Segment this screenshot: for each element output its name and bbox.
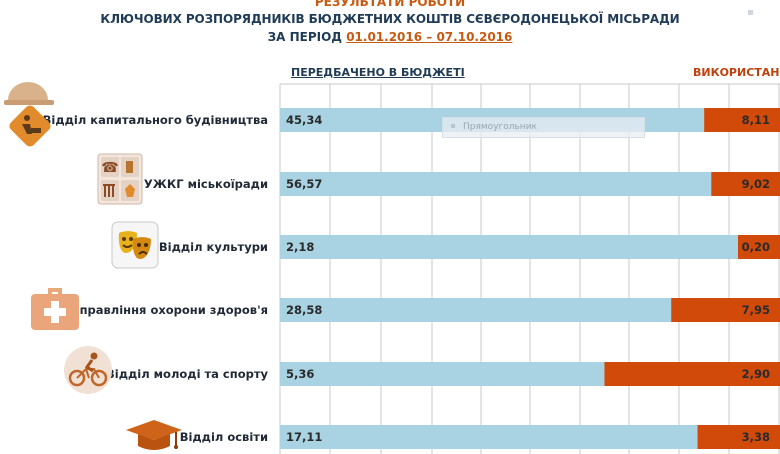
tooltip-dot: [451, 124, 455, 128]
bar-budget-3: [280, 298, 672, 322]
value-label-used-1: 9,02: [742, 177, 770, 191]
utilities-icon: ☎: [97, 153, 143, 205]
value-label-budget-0: 45,34: [286, 113, 322, 127]
chart-title: КЛЮЧОВИХ РОЗПОРЯДНИКІВ БЮДЖЕТНИХ КОШТІВ …: [100, 12, 680, 26]
theater-masks-icon: [111, 221, 159, 269]
category-label-4: Відділ молоді та спорту: [106, 367, 268, 381]
construction-worker-icon: [4, 82, 54, 147]
chart-period: ЗА ПЕРІОД 01.01.2016 – 07.10.2016: [0, 30, 780, 44]
value-label-budget-3: 28,58: [286, 303, 322, 317]
category-label-0: Відділ капитального будівництва: [42, 113, 268, 127]
cyclist-icon: [64, 346, 112, 394]
bar-used-1: [711, 172, 780, 196]
bar-budget-5: [280, 425, 698, 449]
period-dates: 01.01.2016 – 07.10.2016: [346, 30, 513, 44]
value-label-budget-4: 5,36: [286, 367, 314, 381]
legend-used: ВИКОРИСТАНО: [693, 66, 780, 79]
category-label-2: Відділ культури: [158, 240, 268, 254]
category-label-5: Відділ освіти: [179, 430, 268, 444]
bar-used-3: [671, 298, 780, 322]
shape-tooltip: Прямоугольник: [442, 117, 645, 138]
value-label-budget-1: 56,57: [286, 177, 322, 191]
bar-used-5: [697, 425, 780, 449]
chart-title-top: РЕЗУЛЬТАТИ РОБОТИ: [314, 0, 466, 9]
value-label-budget-2: 2,18: [286, 240, 314, 254]
graduation-cap-icon: [126, 420, 182, 450]
value-label-used-4: 2,90: [742, 367, 770, 381]
corner-marker: [748, 10, 753, 15]
value-label-budget-5: 17,11: [286, 430, 322, 444]
bar-budget-4: [280, 362, 605, 386]
period-label: ЗА ПЕРІОД: [267, 30, 342, 44]
value-label-used-5: 3,38: [742, 430, 770, 444]
value-label-used-2: 0,20: [742, 240, 770, 254]
bar-budget-2: [280, 235, 738, 259]
value-label-used-3: 7,95: [742, 303, 770, 317]
first-aid-kit-icon: [31, 288, 79, 330]
tooltip-label: Прямоугольник: [463, 122, 537, 132]
value-label-used-0: 8,11: [742, 113, 770, 127]
category-label-3: Управління охорони здоров'я: [70, 303, 268, 317]
legend-budget: ПЕРЕДБАЧЕНО В БЮДЖЕТІ: [291, 66, 465, 79]
bar-budget-1: [280, 172, 712, 196]
legend-used-clip: ВИКОРИСТАНО: [693, 66, 780, 82]
svg-text:☎: ☎: [101, 160, 118, 176]
bar-used-0: [704, 108, 780, 132]
bar-used-2: [737, 235, 780, 259]
bar-used-4: [604, 362, 780, 386]
category-label-1: УЖКГ міськоїради: [143, 177, 268, 191]
